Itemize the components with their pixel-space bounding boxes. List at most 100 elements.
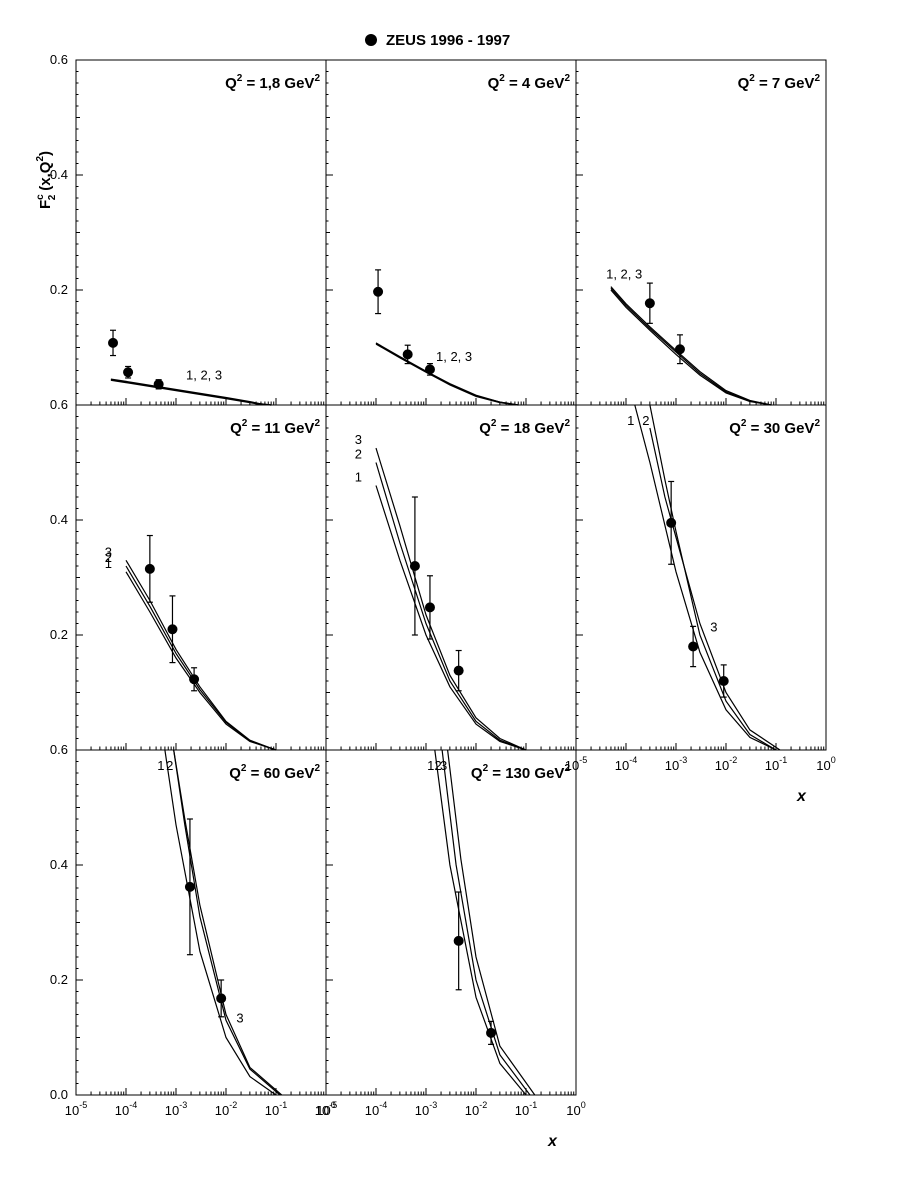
data-point — [424, 364, 435, 375]
y-axis-ticks — [326, 59, 333, 406]
curve-label: 3 — [105, 544, 112, 559]
x-tick-label: 10-5 — [565, 755, 587, 773]
y-axis-ticks — [76, 749, 83, 1096]
curve-label: 3 — [236, 1011, 243, 1026]
data-point — [674, 344, 685, 355]
y-axis-title-args: (x,Q — [37, 161, 54, 191]
x-tick-label: 100 — [316, 1100, 335, 1118]
data-point — [373, 286, 384, 297]
y-tick-label: 0.4 — [50, 512, 68, 527]
data-point — [144, 563, 155, 574]
x-tick-label: 10-3 — [165, 1100, 187, 1118]
y-tick-label: 0.6 — [50, 52, 68, 67]
curve-label: 2 — [355, 447, 362, 462]
curve-label: 2 — [642, 413, 649, 428]
y-axis-ticks — [76, 404, 83, 751]
panel: Q2 = 30 GeV2 1 2 3 — [575, 404, 827, 751]
panel: Q2 = 7 GeV2 1, 2, 3 — [575, 59, 827, 406]
data-point — [189, 674, 200, 685]
panel-frame — [325, 404, 577, 751]
x-tick-label: 10-2 — [715, 755, 737, 773]
y-axis-ticks — [326, 404, 333, 751]
theory-curve-3 — [375, 447, 527, 751]
x-tick-label: 10-1 — [265, 1100, 287, 1118]
curve-label: 1 — [427, 758, 434, 773]
y-axis-ticks — [76, 59, 83, 406]
x-axis-ticks — [325, 398, 577, 405]
x-axis-title: x — [547, 1133, 558, 1150]
x-axis-ticks — [325, 743, 577, 750]
x-tick-label: 10-5 — [315, 1100, 337, 1118]
x-axis-ticks — [575, 398, 827, 405]
y-tick-label: 0.6 — [50, 397, 68, 412]
panel: Q2 = 4 GeV2 1, 2, 3 — [325, 59, 577, 406]
y-tick-label: 0.2 — [50, 282, 68, 297]
y-tick-label: 0.2 — [50, 972, 68, 987]
data-point — [424, 602, 435, 613]
theory-curve-2 — [375, 462, 527, 751]
curve-label: 1 — [355, 470, 362, 485]
data-point — [123, 367, 134, 378]
panel-title: Q2 = 18 GeV2 — [479, 418, 570, 437]
theory-curve-3 — [110, 378, 272, 406]
y-axis-title-args-sup: 2 — [35, 156, 46, 162]
y-axis-title-main: F — [37, 200, 54, 209]
theory-curve-2 — [649, 404, 777, 751]
data-point — [108, 337, 119, 348]
x-tick-label: 10-4 — [615, 755, 637, 773]
y-axis-ticks — [326, 749, 333, 1096]
x-axis-ticks — [75, 743, 327, 750]
x-tick-label: 10-2 — [215, 1100, 237, 1118]
panel-title: Q2 = 30 GeV2 — [729, 418, 820, 437]
y-axis-ticks — [576, 404, 583, 751]
panel-frame — [575, 404, 827, 751]
curve-label: 1 — [627, 413, 634, 428]
theory-curve-1 — [610, 289, 772, 406]
x-axis-ticks — [75, 1088, 327, 1095]
legend-marker — [365, 34, 377, 46]
curve-label: 1, 2, 3 — [606, 267, 642, 282]
data-point — [688, 641, 699, 652]
curve-label: 2 — [166, 758, 173, 773]
x-axis-ticks — [325, 1088, 577, 1095]
data-point — [409, 561, 420, 571]
data-point — [402, 349, 413, 360]
curve-label: 1 — [157, 758, 164, 773]
y-axis-ticks — [576, 59, 583, 406]
theory-curve-1 — [164, 749, 277, 1096]
theory-curve-3 — [447, 749, 536, 1096]
curve-label: 1, 2, 3 — [436, 349, 472, 364]
data-point — [666, 517, 677, 528]
panel-title: Q2 = 4 GeV2 — [488, 73, 571, 92]
x-tick-label: 100 — [566, 1100, 585, 1118]
panel-title: Q2 = 1,8 GeV2 — [225, 73, 320, 92]
y-tick-label: 0.4 — [50, 857, 68, 872]
curve-label: 1 — [105, 556, 112, 571]
theory-curve-2 — [610, 287, 772, 406]
panel-frame — [325, 749, 577, 1096]
y-axis-title-sub: 2 — [47, 194, 58, 200]
curve-label: 3 — [710, 620, 717, 635]
theory-curve-3 — [125, 559, 277, 751]
x-tick-label: 10-1 — [765, 755, 787, 773]
curve-label: 3 — [440, 758, 447, 773]
data-point — [453, 935, 464, 946]
y-axis-title-args-close: ) — [37, 151, 54, 156]
panel-frame — [75, 404, 327, 751]
legend-label: ZEUS 1996 - 1997 — [386, 32, 510, 49]
data-point — [184, 881, 195, 892]
data-point — [216, 993, 227, 1004]
x-tick-label: 100 — [816, 755, 835, 773]
panel: Q2 = 130 GeV2 1 23 — [325, 749, 577, 1096]
theory-curve-1 — [634, 404, 777, 751]
panel: Q2 = 60 GeV2 1 2 3 — [75, 749, 327, 1096]
y-axis-title: Fc2(x,Q2) — [35, 151, 58, 209]
data-point — [453, 665, 464, 676]
data-point — [167, 624, 178, 635]
panel-title: Q2 = 11 GeV2 — [230, 418, 320, 437]
curve-label: 3 — [355, 432, 362, 447]
panel-title: Q2 = 7 GeV2 — [738, 73, 821, 92]
theory-curve-1 — [434, 749, 527, 1096]
data-point — [153, 379, 164, 390]
